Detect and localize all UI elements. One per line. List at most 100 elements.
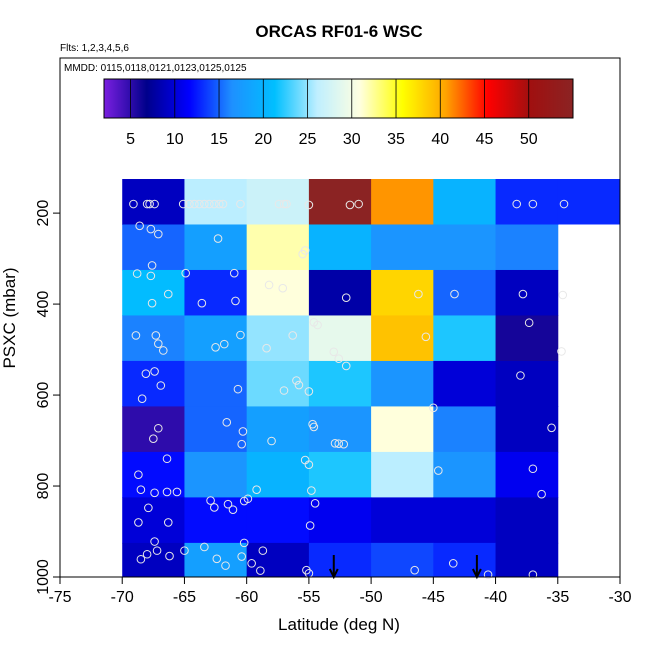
colorbar-tick-label: 5	[126, 131, 135, 148]
x-axis-label: Latitude (deg N)	[278, 615, 400, 634]
x-tick-label: -70	[111, 589, 134, 606]
data-point	[190, 199, 199, 209]
flights-label: Flts: 1,2,3,4,5,6	[60, 43, 129, 54]
heatmap-cell	[495, 179, 559, 225]
heatmap-cell	[433, 360, 497, 407]
heatmap-cell	[246, 179, 310, 225]
data-point	[149, 434, 158, 444]
data-point	[300, 246, 310, 255]
data-point	[154, 229, 163, 239]
heatmap-cell	[308, 360, 372, 407]
data-point	[339, 439, 349, 449]
data-point	[134, 470, 143, 479]
data-point	[158, 346, 168, 355]
heatmap-cell	[122, 497, 185, 544]
heatmap-cell	[184, 542, 248, 578]
heatmap-cell	[371, 542, 434, 578]
x-tick-label: -60	[235, 589, 258, 606]
data-points	[129, 199, 569, 580]
data-point	[278, 283, 288, 293]
heatmap-cell	[371, 224, 434, 271]
data-point	[195, 199, 204, 209]
data-point	[557, 347, 566, 356]
data-point	[252, 485, 261, 494]
heatmap-cell	[308, 542, 372, 578]
heatmap-cell	[495, 451, 559, 498]
data-point	[200, 542, 209, 552]
data-point	[309, 422, 319, 432]
data-point	[354, 199, 363, 209]
data-point	[282, 199, 291, 209]
data-point	[165, 551, 174, 561]
data-point	[528, 199, 538, 209]
data-point	[429, 403, 438, 413]
data-point	[231, 296, 240, 306]
heatmap-cell	[308, 315, 372, 362]
data-point	[152, 546, 162, 555]
heatmap-cell	[371, 406, 434, 453]
colorbar-gradient	[103, 78, 574, 119]
heatmap-cell	[122, 542, 185, 578]
x-tick-label: -50	[360, 589, 383, 606]
x-tick-label: -45	[422, 589, 445, 606]
data-point	[262, 343, 271, 353]
data-point	[205, 199, 214, 209]
x-tick-label: -55	[297, 589, 320, 606]
x-tick-label: -65	[173, 589, 196, 606]
data-point	[239, 538, 249, 548]
data-point	[146, 271, 156, 281]
heatmap-cell	[246, 542, 310, 578]
data-point	[256, 566, 265, 575]
data-point	[212, 554, 222, 564]
plot-frame	[59, 57, 621, 578]
data-point	[150, 367, 159, 376]
heatmap-cell	[371, 269, 434, 316]
data-point	[137, 394, 147, 403]
colorbar-tick-label: 45	[476, 131, 494, 148]
heatmap-cell	[557, 179, 620, 225]
heatmap-cell	[122, 269, 185, 316]
data-point	[141, 369, 151, 378]
data-point	[129, 199, 138, 209]
heatmap-cell	[184, 224, 248, 271]
data-point	[150, 488, 159, 498]
heatmap-cell	[433, 497, 497, 544]
heatmap-cell	[184, 360, 248, 407]
data-point	[233, 384, 243, 394]
heatmap-cell	[371, 360, 434, 407]
heatmap-cell	[433, 451, 497, 498]
chart-title: ORCAS RF01-6 WSC	[255, 22, 422, 41]
data-point	[162, 487, 172, 497]
data-point	[211, 342, 220, 352]
y-tick-label: 800	[35, 473, 52, 500]
data-point	[304, 200, 314, 210]
data-point	[150, 199, 159, 209]
heatmap-cell	[122, 360, 185, 407]
data-point	[206, 496, 215, 505]
data-point	[136, 554, 146, 564]
heatmap-cell	[433, 315, 497, 362]
heatmap-cell	[495, 360, 559, 407]
data-point	[264, 280, 274, 290]
data-point	[341, 293, 351, 303]
data-point	[151, 331, 161, 340]
data-point	[292, 376, 301, 385]
data-point	[448, 559, 458, 568]
heatmap-cell	[246, 497, 310, 544]
colorbar-tick-label: 35	[387, 131, 405, 148]
data-point	[172, 487, 182, 497]
heatmap-cell	[495, 406, 559, 453]
data-point	[341, 361, 351, 371]
data-point	[142, 549, 152, 559]
colorbar-tick-label: 10	[166, 131, 184, 148]
data-point	[131, 331, 141, 340]
colorbar-tick-label: 40	[431, 131, 449, 148]
data-point	[516, 371, 525, 380]
data-point	[247, 559, 256, 568]
data-point	[414, 289, 423, 299]
data-point	[279, 386, 289, 395]
heatmap-cell	[495, 497, 559, 544]
data-point	[450, 289, 459, 299]
data-point	[236, 199, 245, 209]
